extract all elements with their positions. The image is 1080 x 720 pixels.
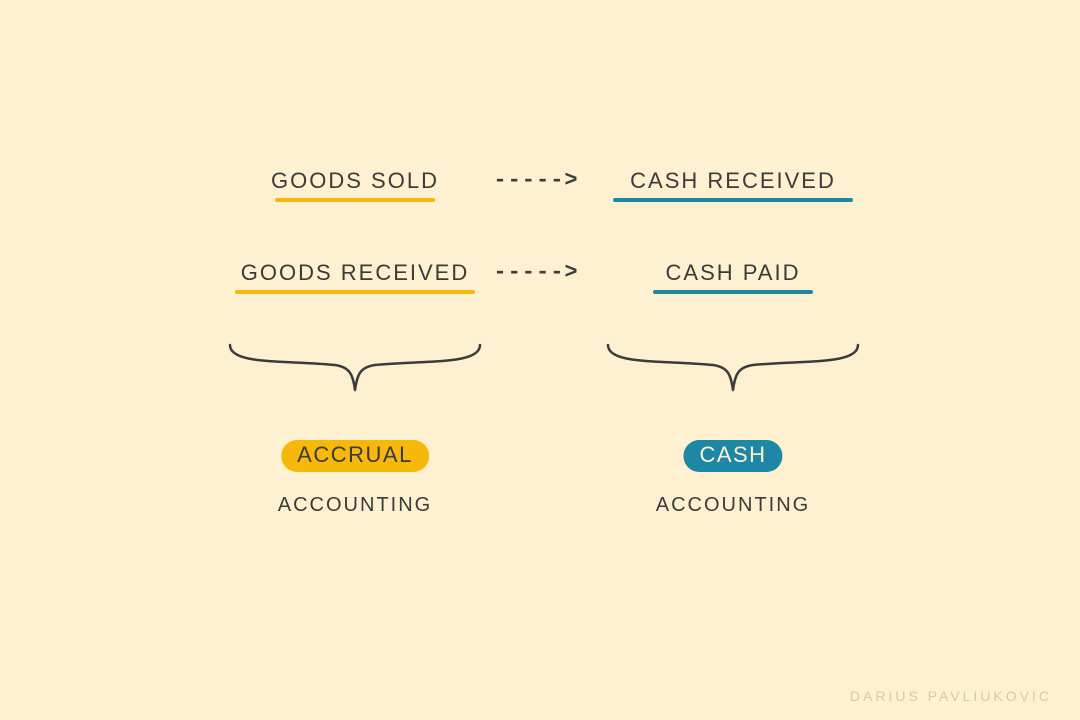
author-credit: DARIUS PAVLIUKOVIC xyxy=(850,688,1052,704)
left-brace xyxy=(225,340,485,400)
row1-left-label: GOODS SOLD xyxy=(271,168,439,194)
right-pill: CASH xyxy=(683,440,782,472)
row2-right-label: CASH PAID xyxy=(666,260,801,286)
row1-right-underline xyxy=(613,198,853,202)
right-brace xyxy=(603,340,863,400)
row1-arrow: -----> xyxy=(493,168,578,193)
row1-right-label: CASH RECEIVED xyxy=(630,168,836,194)
row2-left-label: GOODS RECEIVED xyxy=(241,260,469,286)
left-sub: ACCOUNTING xyxy=(278,494,432,517)
row2-right-underline xyxy=(653,290,813,294)
row2-left-underline xyxy=(235,290,475,294)
diagram-canvas: GOODS SOLD -----> CASH RECEIVED GOODS RE… xyxy=(0,0,1080,720)
row1-left-underline xyxy=(275,198,435,202)
left-pill: ACCRUAL xyxy=(281,440,429,472)
brace-icon xyxy=(603,340,863,400)
row2-arrow: -----> xyxy=(493,260,578,285)
brace-icon xyxy=(225,340,485,400)
right-sub: ACCOUNTING xyxy=(656,494,810,517)
